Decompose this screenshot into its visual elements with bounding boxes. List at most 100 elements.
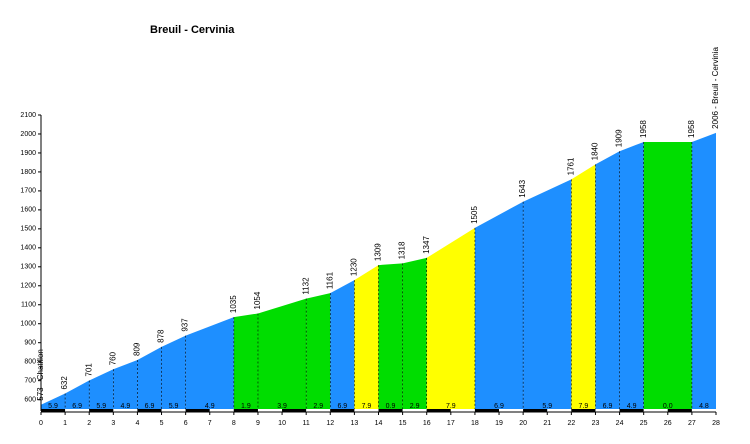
km-strip (330, 409, 355, 412)
x-tick-label: 6 (184, 420, 188, 427)
x-tick-label: 27 (688, 420, 696, 427)
grade-label: 0.9 (386, 403, 396, 410)
segment (691, 132, 716, 412)
km-strip (41, 409, 66, 412)
segment (257, 298, 307, 411)
elevation-label: 1161 (325, 271, 334, 289)
y-tick-label: 700 (24, 377, 36, 384)
km-strip (667, 409, 692, 412)
x-tick-label: 10 (278, 420, 286, 427)
segment (619, 141, 644, 411)
grade-label: 5.9 (169, 403, 179, 410)
x-tick-label: 17 (447, 420, 455, 427)
x-tick-label: 11 (303, 420, 310, 427)
y-tick-label: 1500 (20, 226, 36, 233)
segment (306, 293, 331, 411)
km-strip (113, 409, 138, 412)
segment (643, 141, 692, 411)
grade-label: 4.9 (205, 403, 215, 410)
x-tick-label: 4 (135, 420, 139, 427)
x-tick-label: 5 (160, 420, 164, 427)
x-tick-label: 22 (567, 420, 575, 427)
grade-label: 5.9 (96, 403, 106, 410)
elevation-label: 1643 (518, 179, 527, 197)
x-tick-label: 28 (712, 420, 720, 427)
y-tick-label: 1900 (20, 150, 36, 157)
grade-label: 0.0 (663, 403, 673, 410)
km-strip (378, 409, 403, 412)
grade-label: 6.9 (337, 403, 347, 410)
segment (330, 280, 355, 411)
segment (378, 263, 403, 411)
x-tick-label: 24 (616, 420, 624, 427)
grade-label: 4.8 (699, 403, 709, 410)
segment (113, 359, 138, 411)
y-tick-label: 600 (24, 396, 36, 403)
elevation-label: 1054 (253, 291, 262, 309)
x-tick-label: 9 (256, 420, 260, 427)
elevation-label: 809 (133, 342, 142, 356)
elevation-label: 632 (60, 376, 69, 390)
km-strip (643, 409, 668, 412)
y-tick-label: 1000 (20, 321, 36, 328)
elevation-label: 1035 (229, 295, 238, 313)
km-strip (523, 409, 548, 412)
km-strip (691, 409, 716, 412)
elevation-label: 701 (84, 363, 93, 377)
x-tick-label: 18 (471, 420, 479, 427)
km-strip (257, 409, 283, 412)
grade-label: 6.9 (145, 403, 155, 410)
km-strip (450, 409, 475, 412)
km-strip (571, 409, 596, 412)
grade-label: 7.9 (362, 403, 372, 410)
segment (474, 201, 524, 411)
x-tick-label: 13 (350, 420, 358, 427)
elevation-label: 1230 (350, 258, 359, 276)
km-strip (282, 409, 307, 412)
x-tick-label: 16 (423, 420, 431, 427)
km-strip (161, 409, 186, 412)
km-strip (619, 409, 644, 412)
grade-label: 4.9 (627, 403, 637, 410)
grade-label: 5.9 (542, 403, 552, 410)
x-tick-label: 20 (519, 420, 527, 427)
elevation-label: 1958 (639, 120, 648, 138)
x-tick-label: 8 (232, 420, 236, 427)
elevation-label: 2006 - Breuil - Cervinia (711, 46, 720, 128)
x-tick-label: 14 (375, 420, 383, 427)
km-strip (89, 409, 114, 412)
segment (595, 151, 620, 411)
y-tick-label: 2000 (20, 131, 36, 138)
elevation-label: 937 (181, 318, 190, 332)
grade-label: 2.9 (313, 403, 323, 410)
elevation-label: 1761 (566, 157, 575, 175)
elevation-label: 878 (157, 329, 166, 343)
segment (426, 227, 475, 411)
km-strip (233, 409, 258, 412)
segment (137, 346, 162, 411)
x-tick-label: 23 (592, 420, 600, 427)
elevation-label: 1505 (470, 206, 479, 224)
y-tick-label: 1800 (20, 169, 36, 176)
segment (523, 179, 572, 411)
segment (161, 335, 186, 411)
grade-label: 4.9 (121, 403, 131, 410)
km-strip (547, 409, 572, 412)
grade-label: 2.9 (410, 403, 420, 410)
segment (185, 317, 234, 411)
km-strip (426, 409, 451, 412)
elevation-label: 1909 (615, 129, 624, 147)
chart-title: Breuil - Cervinia (150, 24, 235, 36)
grade-label: 7.9 (579, 403, 589, 410)
km-strip (137, 409, 162, 412)
y-tick-label: 2100 (20, 112, 36, 119)
km-strip (185, 409, 210, 412)
grade-label: 7.9 (446, 403, 456, 410)
y-tick-label: 900 (24, 340, 36, 347)
km-strip (474, 409, 500, 412)
grade-label: 6.9 (603, 403, 613, 410)
x-tick-label: 1 (63, 420, 67, 427)
km-strip (354, 409, 379, 412)
y-tick-label: 1100 (21, 302, 36, 309)
